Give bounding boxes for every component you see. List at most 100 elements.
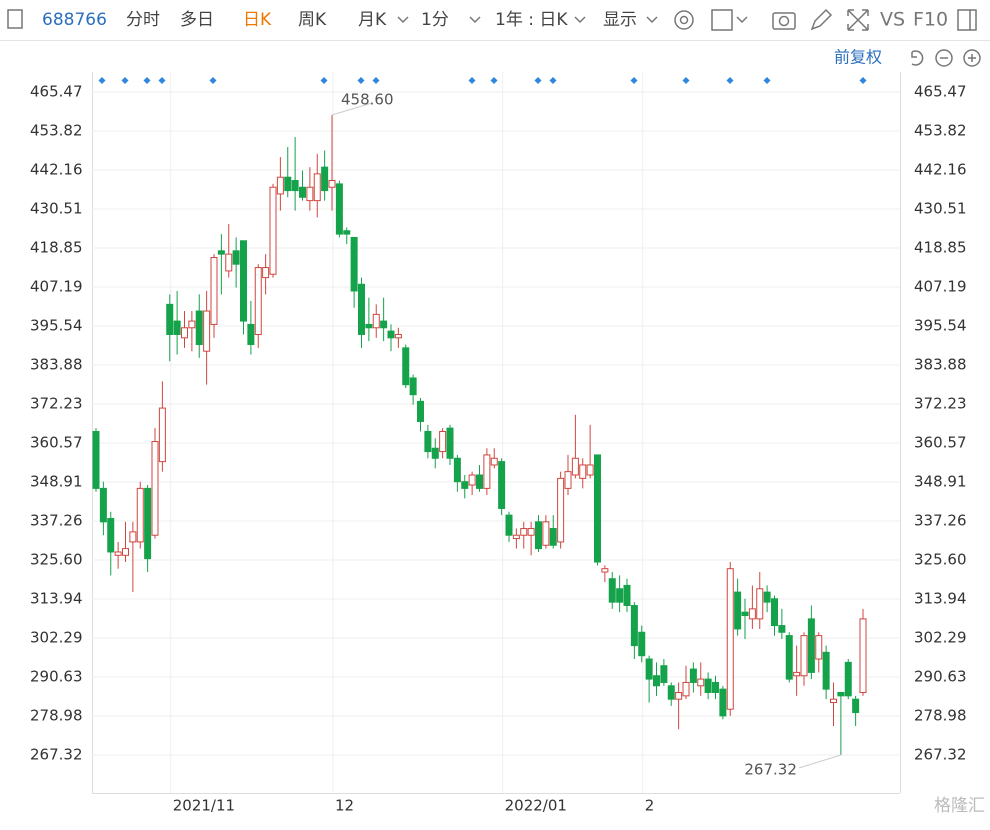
tab[interactable]: 周K	[298, 10, 327, 30]
event-marker	[372, 77, 380, 84]
candle-body	[505, 514, 513, 536]
zoom-in-icon[interactable]	[963, 49, 981, 67]
candle-body	[719, 688, 727, 717]
watermark: 格隆汇	[934, 796, 985, 816]
candle-body	[476, 474, 483, 489]
candle-body	[830, 698, 837, 704]
y-tick-label-right: 395.54	[914, 316, 967, 334]
candle-body	[689, 668, 697, 683]
candle-body	[601, 568, 609, 573]
candle-body	[225, 253, 233, 272]
menu-icon[interactable]	[7, 9, 23, 29]
candle-body	[446, 427, 454, 459]
candle-body	[232, 250, 240, 265]
candle-body	[852, 698, 860, 714]
candle-body	[579, 464, 587, 479]
y-tick-label-right: 383.88	[914, 355, 967, 373]
candle-body	[343, 230, 351, 235]
y-tick-label-right: 372.23	[914, 394, 967, 412]
color-icon[interactable]	[711, 9, 733, 31]
camera-lens	[778, 15, 790, 27]
candle-body	[468, 474, 476, 486]
f10-button[interactable]: F10	[913, 9, 948, 31]
candle-body	[675, 691, 683, 700]
tab[interactable]: 多日	[180, 10, 214, 30]
tab[interactable]: 月K	[358, 10, 387, 30]
min-leader	[798, 754, 842, 769]
candle-body	[660, 665, 668, 683]
settings-icon[interactable]	[674, 10, 694, 30]
candle-body	[793, 671, 801, 677]
draw-icon[interactable]	[810, 8, 833, 31]
candle-body	[269, 186, 277, 275]
candle-body	[461, 481, 469, 489]
candle-body	[682, 681, 690, 697]
candle-body	[350, 236, 358, 292]
dropdown-arrow	[469, 16, 481, 24]
candle-body	[520, 528, 528, 536]
candle-body	[335, 183, 343, 235]
candle-body	[365, 323, 373, 329]
candle-body	[608, 578, 616, 603]
candle-body	[394, 333, 402, 339]
candle-body	[667, 685, 675, 700]
candle-body	[616, 588, 624, 603]
candle-body	[136, 487, 144, 543]
adjust-button[interactable]: 前复权	[834, 48, 882, 67]
candle-body	[247, 323, 255, 346]
y-tick-label: 453.82	[30, 121, 83, 139]
event-marker	[726, 77, 734, 84]
candle-body	[299, 186, 306, 198]
candle-body	[254, 267, 262, 335]
candle-body	[166, 303, 174, 335]
y-tick-label-right: 313.94	[914, 590, 967, 608]
candle-body	[402, 347, 410, 386]
dropdown-arrow	[736, 16, 748, 24]
y-tick-label-right: 453.82	[914, 121, 967, 139]
candle-body	[586, 464, 594, 476]
y-tick-label: 372.23	[30, 394, 83, 412]
event-marker	[534, 77, 542, 84]
candle-body	[512, 534, 520, 540]
tab[interactable]: 1分	[421, 10, 449, 30]
event-marker	[490, 77, 498, 84]
y-tick-label-right: 278.98	[914, 706, 967, 724]
candle-body	[549, 528, 557, 546]
y-tick-label: 407.19	[30, 277, 83, 295]
candle-body	[498, 461, 506, 509]
y-tick-label: 395.54	[30, 316, 83, 334]
y-tick-label-right: 465.47	[914, 82, 967, 100]
candle-body	[734, 591, 742, 630]
tab[interactable]: 显示	[603, 10, 637, 30]
camera-icon[interactable]	[772, 12, 796, 30]
y-tick-label-right: 360.57	[914, 433, 967, 451]
stock-code[interactable]: 688766	[42, 10, 107, 30]
y-tick-label: 278.98	[30, 706, 83, 724]
candle-body	[276, 176, 284, 195]
tab-active[interactable]: 日K	[243, 10, 272, 30]
candle-body	[844, 661, 852, 697]
tab[interactable]: 1年 : 日K	[495, 10, 568, 30]
y-tick-label: 383.88	[30, 355, 83, 373]
event-marker	[549, 77, 557, 84]
y-tick-label: 360.57	[30, 433, 83, 451]
candle-body	[763, 591, 771, 603]
candle-body	[527, 528, 535, 536]
x-tick-label: 2	[645, 797, 655, 815]
candle-body	[697, 678, 705, 687]
candle-body	[107, 517, 115, 553]
candle-body	[859, 618, 867, 693]
candle-body	[210, 257, 218, 325]
panel-icon[interactable]	[957, 9, 977, 31]
candle-body	[195, 310, 203, 346]
undo-icon[interactable]	[911, 50, 924, 66]
x-tick-label: 2022/01	[505, 797, 567, 815]
candle-body	[822, 651, 830, 690]
zoom-out-icon[interactable]	[935, 49, 953, 67]
candle-body	[129, 531, 137, 543]
fullscreen-icon[interactable]	[847, 9, 869, 31]
vs-button[interactable]: VS	[880, 9, 905, 31]
candle-body	[704, 678, 712, 693]
tab[interactable]: 分时	[126, 10, 160, 30]
